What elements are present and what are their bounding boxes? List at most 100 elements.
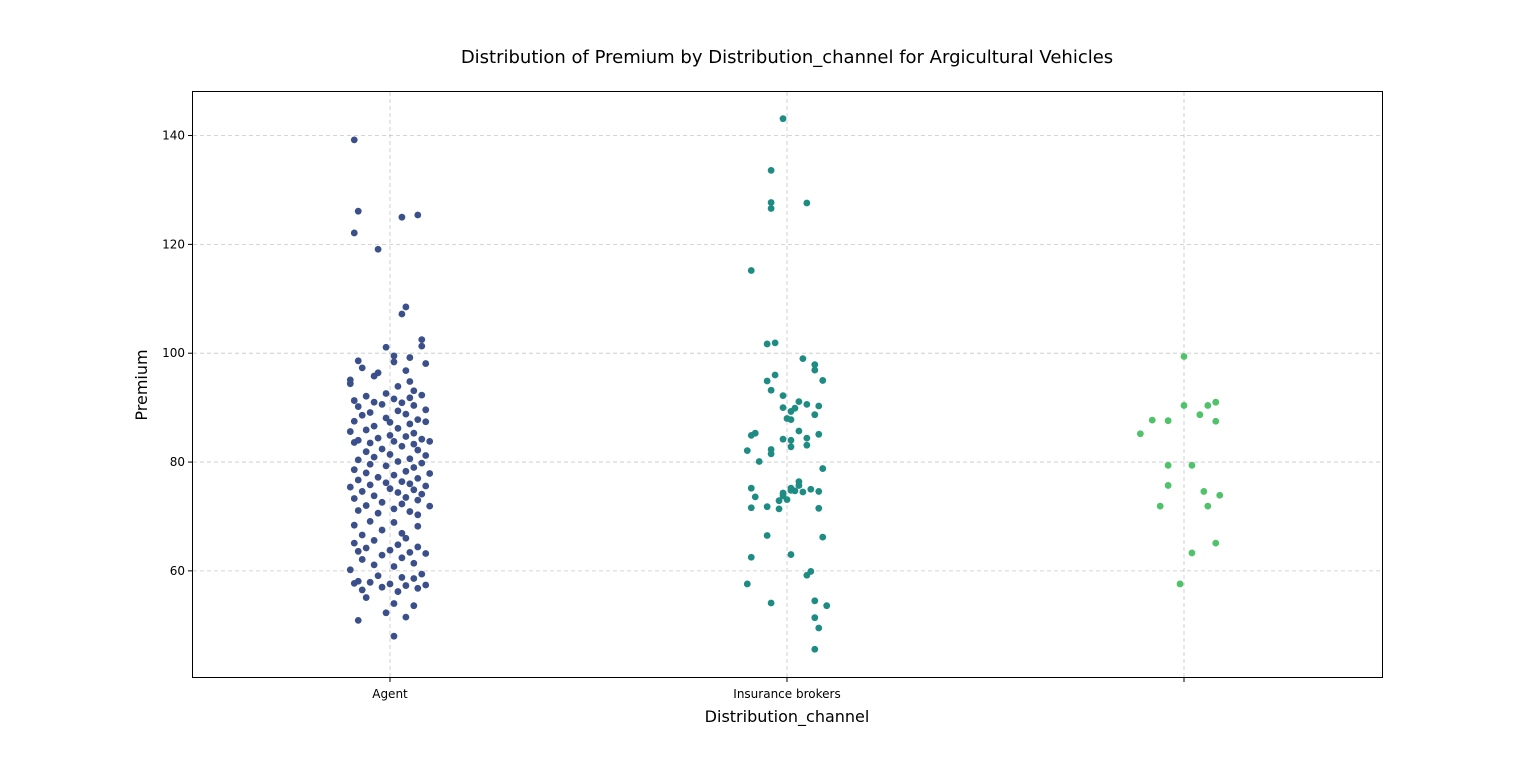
data-point bbox=[402, 613, 410, 621]
data-point bbox=[350, 439, 358, 446]
data-point bbox=[390, 505, 398, 513]
data-point bbox=[1164, 482, 1172, 489]
data-point bbox=[426, 470, 434, 477]
data-point bbox=[1180, 353, 1188, 360]
data-point bbox=[787, 551, 795, 558]
data-point bbox=[1164, 461, 1172, 469]
data-point bbox=[410, 387, 418, 395]
data-point bbox=[1212, 417, 1220, 425]
data-point bbox=[362, 502, 370, 509]
data-point bbox=[747, 504, 755, 512]
data-point bbox=[358, 531, 366, 539]
y-tick-label: 100 bbox=[162, 346, 185, 360]
data-point bbox=[410, 575, 418, 582]
data-point bbox=[767, 205, 775, 212]
x-axis-label: Distribution_channel bbox=[705, 707, 870, 727]
data-point bbox=[370, 561, 378, 569]
data-point bbox=[366, 481, 374, 489]
data-point bbox=[406, 420, 414, 428]
data-point bbox=[362, 426, 370, 434]
data-points bbox=[346, 115, 1224, 653]
data-point bbox=[390, 632, 398, 640]
data-point bbox=[418, 490, 426, 498]
data-point bbox=[779, 392, 787, 400]
data-point bbox=[382, 414, 390, 422]
data-point bbox=[402, 582, 410, 589]
data-point bbox=[422, 360, 430, 367]
data-point bbox=[811, 645, 819, 653]
data-point bbox=[819, 377, 827, 384]
data-point bbox=[410, 486, 418, 494]
data-point bbox=[1148, 416, 1156, 424]
data-point bbox=[398, 478, 406, 486]
data-point bbox=[386, 451, 394, 458]
data-point bbox=[779, 435, 787, 443]
data-point bbox=[350, 417, 358, 425]
data-point bbox=[422, 418, 430, 426]
data-point bbox=[354, 207, 362, 215]
data-point bbox=[390, 519, 398, 526]
data-point bbox=[406, 378, 414, 385]
data-point bbox=[1136, 430, 1144, 438]
data-point bbox=[775, 505, 783, 513]
data-point bbox=[1180, 402, 1188, 409]
data-point bbox=[402, 367, 410, 375]
data-point bbox=[418, 342, 426, 350]
data-point bbox=[815, 488, 823, 495]
data-point bbox=[410, 602, 418, 610]
data-point bbox=[743, 580, 751, 588]
data-point bbox=[787, 416, 795, 423]
data-point bbox=[414, 511, 422, 519]
data-point bbox=[386, 418, 394, 426]
data-point bbox=[743, 447, 751, 455]
data-point bbox=[803, 441, 811, 449]
data-point bbox=[394, 541, 402, 549]
data-point bbox=[414, 543, 422, 551]
data-point bbox=[354, 617, 362, 624]
data-point bbox=[819, 465, 827, 472]
data-point bbox=[390, 358, 398, 366]
grid-lines bbox=[193, 92, 1382, 677]
data-point bbox=[358, 488, 366, 495]
data-point bbox=[815, 624, 823, 632]
data-point bbox=[1188, 461, 1196, 469]
data-point bbox=[354, 456, 362, 464]
data-point bbox=[374, 572, 382, 580]
data-point bbox=[775, 497, 783, 505]
data-point bbox=[783, 496, 791, 503]
data-point bbox=[402, 410, 410, 418]
data-point bbox=[354, 507, 362, 514]
data-point bbox=[803, 199, 811, 207]
data-point bbox=[346, 428, 354, 435]
data-point bbox=[414, 584, 422, 592]
data-point bbox=[350, 397, 358, 404]
data-point bbox=[418, 391, 426, 399]
data-point bbox=[390, 395, 398, 403]
data-point bbox=[382, 609, 390, 617]
data-point bbox=[747, 484, 755, 492]
data-point bbox=[366, 517, 374, 525]
data-point bbox=[390, 600, 398, 607]
data-point bbox=[394, 489, 402, 496]
data-point bbox=[763, 340, 771, 348]
data-point bbox=[418, 570, 426, 578]
data-point bbox=[406, 480, 414, 488]
data-point bbox=[763, 503, 771, 511]
data-point bbox=[346, 566, 354, 574]
data-point bbox=[358, 556, 366, 563]
data-point bbox=[811, 411, 819, 419]
data-point bbox=[354, 357, 362, 365]
data-point bbox=[406, 354, 414, 361]
data-point bbox=[382, 343, 390, 351]
data-point bbox=[414, 416, 422, 423]
data-point bbox=[410, 429, 418, 437]
data-point bbox=[398, 213, 406, 221]
data-point bbox=[410, 559, 418, 567]
data-point bbox=[366, 409, 374, 416]
data-point bbox=[398, 529, 406, 537]
data-point bbox=[422, 581, 430, 589]
data-point bbox=[751, 429, 759, 437]
data-point bbox=[354, 403, 362, 410]
data-point bbox=[803, 434, 811, 442]
